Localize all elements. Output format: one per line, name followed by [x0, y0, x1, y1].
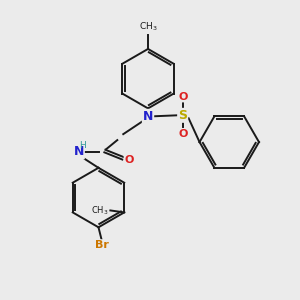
Text: O: O — [178, 129, 188, 139]
Text: CH$_3$: CH$_3$ — [139, 21, 157, 33]
Text: CH$_3$: CH$_3$ — [91, 204, 108, 217]
Text: H: H — [79, 140, 86, 149]
Text: N: N — [143, 110, 153, 123]
Text: N: N — [74, 146, 84, 158]
Text: O: O — [178, 92, 188, 101]
Text: S: S — [178, 109, 187, 122]
Text: Br: Br — [94, 240, 108, 250]
Text: O: O — [124, 155, 134, 165]
